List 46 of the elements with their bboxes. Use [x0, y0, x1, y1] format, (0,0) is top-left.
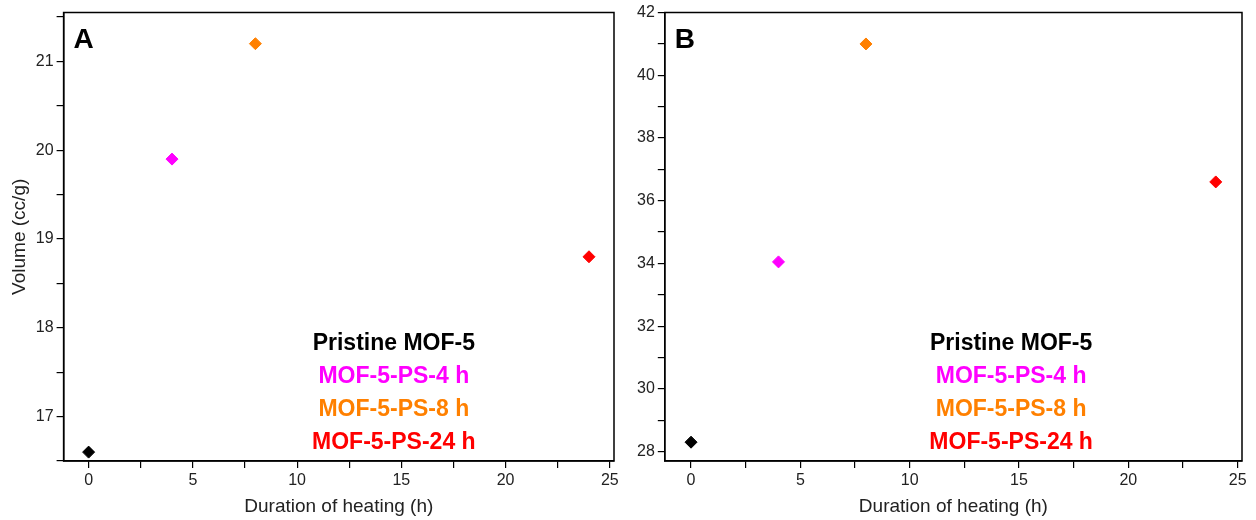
y-tick-label: 38 — [637, 128, 655, 146]
chart-title: A — [73, 23, 94, 55]
y-tick-label: 36 — [637, 191, 655, 209]
y-tick-label: 42 — [637, 3, 655, 21]
x-tick-label: 20 — [496, 471, 515, 489]
text: MOF-5-PS-8 h — [318, 395, 470, 422]
x-tick-label: 25 — [1228, 471, 1247, 489]
point — [684, 435, 698, 449]
point — [82, 445, 96, 459]
y-tick-label: 40 — [637, 65, 655, 83]
x-tick-label: 10 — [288, 471, 307, 489]
x-tick-label: 0 — [84, 471, 94, 489]
text: MOF-5-PS-24 h — [312, 428, 476, 455]
x-tick-label: 25 — [600, 471, 619, 489]
x-tick-label: 20 — [1119, 471, 1138, 489]
text: MOF-5-PS-4 h — [318, 362, 470, 389]
y-tick-label: 19 — [35, 229, 54, 247]
x-tick-label: 15 — [1010, 471, 1028, 489]
x-tick-label: 5 — [795, 471, 805, 489]
x-tick-label: 10 — [900, 471, 919, 489]
point — [248, 37, 262, 51]
y-tick-label: 28 — [637, 442, 655, 459]
text: MOF-5-PS-8 h — [935, 395, 1087, 422]
point — [165, 152, 179, 166]
chart-title: B — [674, 23, 696, 55]
y-tick-label: 30 — [637, 379, 655, 397]
y-tick-label: 17 — [35, 407, 54, 425]
y-axis-title: Volume (cc/g) — [7, 178, 29, 295]
x-tick-label: 15 — [392, 471, 411, 489]
point — [1209, 175, 1223, 189]
x-axis-title: Duration of heating (h) — [858, 494, 1048, 516]
x-axis-title: Duration of heating (h) — [244, 494, 434, 516]
y-tick-label: 32 — [637, 316, 655, 334]
y-tick-label: 34 — [637, 253, 655, 271]
point — [582, 250, 596, 264]
text: Pristine MOF-5 — [312, 329, 476, 356]
text: MOF-5-PS-4 h — [935, 362, 1087, 389]
x-tick-label: 0 — [686, 471, 696, 489]
text: MOF-5-PS-24 h — [929, 428, 1093, 455]
point — [859, 37, 873, 51]
point — [771, 255, 785, 269]
text: Pristine MOF-5 — [929, 329, 1093, 356]
y-tick-label: 18 — [35, 318, 54, 336]
x-tick-label: 5 — [188, 471, 198, 489]
y-tick-label: 20 — [35, 140, 54, 158]
y-tick-label: 21 — [35, 51, 54, 69]
